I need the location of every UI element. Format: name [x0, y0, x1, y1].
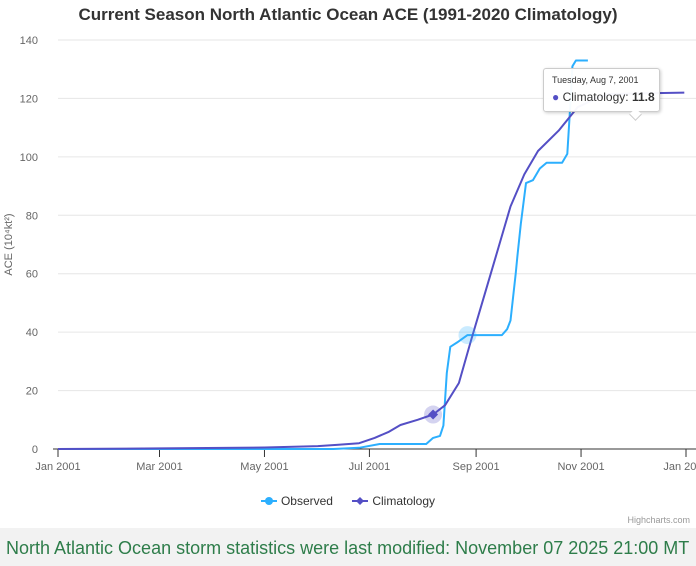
y-tick-label: 40	[26, 327, 38, 339]
highcharts-credit[interactable]: Highcharts.com	[627, 515, 690, 525]
y-axis-title: ACE (10⁴kt²)	[3, 213, 15, 275]
x-tick-label: Nov 2001	[557, 461, 604, 473]
footer-banner: North Atlantic Ocean storm statistics we…	[0, 528, 696, 566]
tooltip: Tuesday, Aug 7, 2001 ● Climatology: 11.8	[543, 68, 660, 121]
legend-item-climatology[interactable]: Climatology	[352, 494, 435, 508]
tooltip-value-line: ● Climatology: 11.8	[552, 90, 655, 104]
y-tick-label: 0	[32, 444, 38, 456]
x-tick-label: Jan 2001	[35, 461, 80, 473]
y-tick-label: 100	[20, 152, 38, 164]
observed-legend-icon	[260, 497, 277, 505]
chart-title: Current Season North Atlantic Ocean ACE …	[78, 5, 618, 24]
y-tick-label: 20	[26, 386, 38, 398]
legend: Observed Climatology	[0, 494, 696, 509]
series-line-observed	[58, 59, 588, 450]
tooltip-date: Tuesday, Aug 7, 2001	[552, 75, 639, 85]
legend-item-observed[interactable]: Observed	[260, 494, 333, 508]
x-tick-label: Jul 2001	[349, 461, 391, 473]
tooltip-bullet-icon: ●	[552, 90, 560, 104]
tooltip-series: Climatology	[562, 90, 626, 104]
legend-label-observed: Observed	[280, 494, 333, 508]
x-tick-label: Sep 2001	[453, 461, 500, 473]
y-tick-label: 120	[20, 93, 38, 105]
y-tick-label: 80	[26, 210, 38, 222]
tooltip-value: 11.8	[631, 90, 655, 104]
x-tick-label: May 2001	[240, 461, 288, 473]
series-line-climatology	[57, 91, 685, 450]
last-modified-text: North Atlantic Ocean storm statistics we…	[6, 538, 690, 558]
climatology-marker	[428, 409, 439, 420]
x-tick-label: Mar 2001	[136, 461, 182, 473]
climatology-legend-icon	[352, 497, 369, 505]
y-tick-label: 140	[20, 35, 38, 47]
x-tick-label: Jan 2002	[663, 461, 696, 473]
legend-label-climatology: Climatology	[372, 494, 436, 508]
y-tick-label: 60	[26, 269, 38, 281]
chart-plot: 0 20 40 60 80 100 120 140 Jan 2001 Mar 2001 May 20…	[3, 35, 696, 473]
hover-halo-observed	[458, 326, 477, 345]
